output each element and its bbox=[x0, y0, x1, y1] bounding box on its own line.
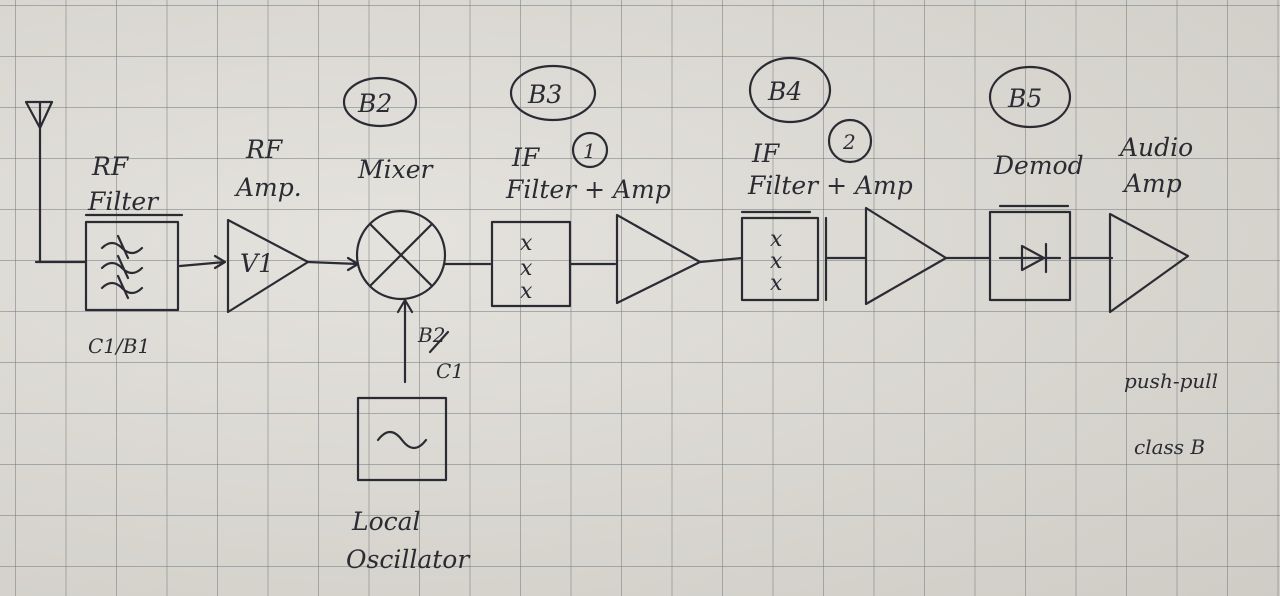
svg-text:x: x bbox=[770, 271, 783, 296]
signal-line-if1-if2 bbox=[698, 256, 744, 264]
signal-line-if2-amp bbox=[824, 216, 867, 302]
audio-amp-label-line1: Audio bbox=[1118, 133, 1193, 162]
demod-tag-circle bbox=[988, 65, 1072, 129]
mixer-lo-note-line2: C1 bbox=[436, 359, 464, 383]
if1-tag-circle bbox=[509, 64, 597, 122]
if-stage-1-block: B3 1 IF Filter + Amp x x x bbox=[490, 64, 671, 308]
if1-number: 1 bbox=[583, 139, 596, 163]
svg-text:x: x bbox=[770, 249, 783, 274]
if1-amp-triangle bbox=[615, 213, 702, 305]
signal-line-lo-mixer bbox=[396, 298, 414, 384]
rf-filter-label-line2: Filter bbox=[87, 187, 160, 216]
signal-line-amp-mixer bbox=[306, 256, 360, 272]
demod-label: Demod bbox=[993, 151, 1084, 180]
if2-tag: B4 bbox=[767, 77, 802, 106]
if1-label-line1: IF bbox=[511, 143, 541, 172]
mixer-lo-note-line1: B2 bbox=[417, 323, 445, 347]
mixer-label: Mixer bbox=[357, 155, 434, 184]
if2-number: 2 bbox=[842, 130, 856, 154]
diode-icon bbox=[998, 242, 1062, 274]
mixer-tag-circle bbox=[342, 76, 418, 128]
if2-tag-circle bbox=[748, 56, 832, 124]
rf-amp-label-line2: Amp. bbox=[234, 173, 302, 202]
local-osc-label-line2: Oscillator bbox=[346, 545, 471, 574]
if2-number-circle bbox=[827, 118, 873, 164]
if-stage-2-block: B4 2 IF Filter + Amp x x x bbox=[740, 56, 913, 302]
mixer-tag: B2 bbox=[357, 89, 392, 118]
rf-filter-label-line1: RF bbox=[91, 152, 130, 181]
rf-amp-symbol: V1 bbox=[240, 249, 274, 278]
if1-tag: B3 bbox=[527, 80, 562, 109]
svg-text:x: x bbox=[520, 279, 533, 304]
if2-label-line2: Filter + Amp bbox=[747, 171, 913, 200]
mixer-block: B2 Mixer B2 C1 bbox=[342, 76, 464, 383]
rf-amp-label-line1: RF bbox=[245, 135, 284, 164]
demod-tag: B5 bbox=[1007, 84, 1042, 113]
svg-text:x: x bbox=[770, 227, 783, 252]
audio-amp-note-line1: push-pull bbox=[1124, 369, 1218, 393]
demod-block: B5 Demod bbox=[988, 65, 1084, 302]
if2-label-line1: IF bbox=[751, 139, 781, 168]
rf-filter-block: RF Filter C1/B1 bbox=[84, 152, 184, 358]
antenna-icon bbox=[24, 100, 54, 264]
rf-amp-block: RF Amp. V1 bbox=[226, 135, 310, 314]
rf-filter-note: C1/B1 bbox=[88, 334, 150, 358]
local-osc-label-line1: Local bbox=[351, 507, 421, 536]
local-oscillator-block: Local Oscillator bbox=[346, 396, 471, 574]
audio-amp-block: Audio Amp push-pull class B bbox=[1108, 133, 1218, 459]
audio-amp-label-line2: Amp bbox=[1122, 169, 1182, 198]
if2-amp-triangle bbox=[864, 206, 948, 306]
if1-number-circle bbox=[571, 131, 609, 169]
svg-text:x: x bbox=[520, 256, 533, 281]
if1-label-line2: Filter + Amp bbox=[505, 175, 671, 204]
svg-text:x: x bbox=[520, 231, 533, 256]
audio-amp-note-line2: class B bbox=[1134, 435, 1205, 459]
signal-line-rf bbox=[178, 254, 227, 270]
